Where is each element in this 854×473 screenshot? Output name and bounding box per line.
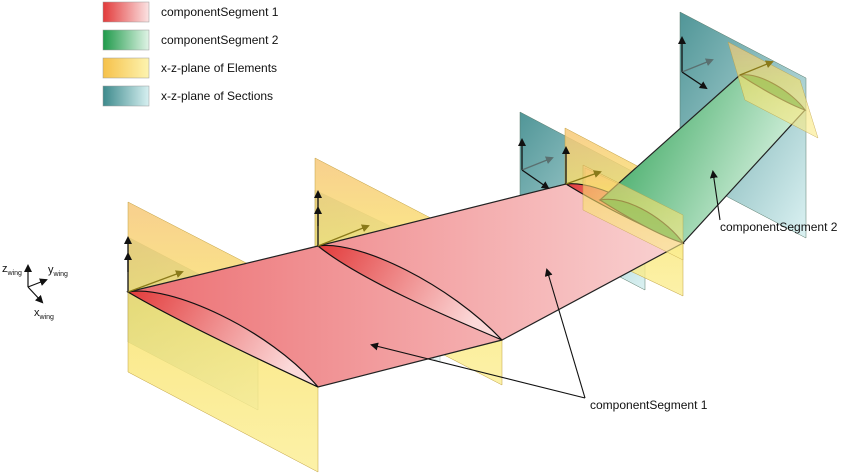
local-axes [124, 36, 774, 293]
legend-label-segment2: componentSegment 2 [161, 33, 279, 47]
callouts: componentSegment 2 componentSegment 1 [370, 170, 838, 412]
legend-swatch-segment2 [102, 29, 150, 51]
callout-segment2: componentSegment 2 [720, 220, 838, 234]
element-plane-tip [727, 41, 819, 139]
legend-swatch-section-plane [102, 85, 150, 107]
element-plane-kink-front [582, 164, 684, 261]
legend-swatch-segment1 [102, 1, 150, 23]
y-axis-label: ywing [48, 264, 68, 278]
legend-swatch-element-plane [102, 57, 150, 79]
legend-label-section-plane: x-z-plane of Sections [161, 89, 273, 103]
legend-label-segment1: componentSegment 1 [161, 5, 279, 19]
legend-label-element-plane: x-z-plane of Elements [161, 61, 277, 75]
legend: componentSegment 1 componentSegment 2 x-… [102, 1, 279, 107]
callout-segment1: componentSegment 1 [590, 398, 708, 412]
segment1-mid-airfoil [316, 244, 503, 341]
z-axis-label: zwing [2, 263, 22, 277]
segment1-root-airfoil [126, 290, 319, 388]
x-axis-label: xwing [34, 307, 54, 321]
wing-axis-system: zwing ywing xwing [2, 263, 68, 321]
